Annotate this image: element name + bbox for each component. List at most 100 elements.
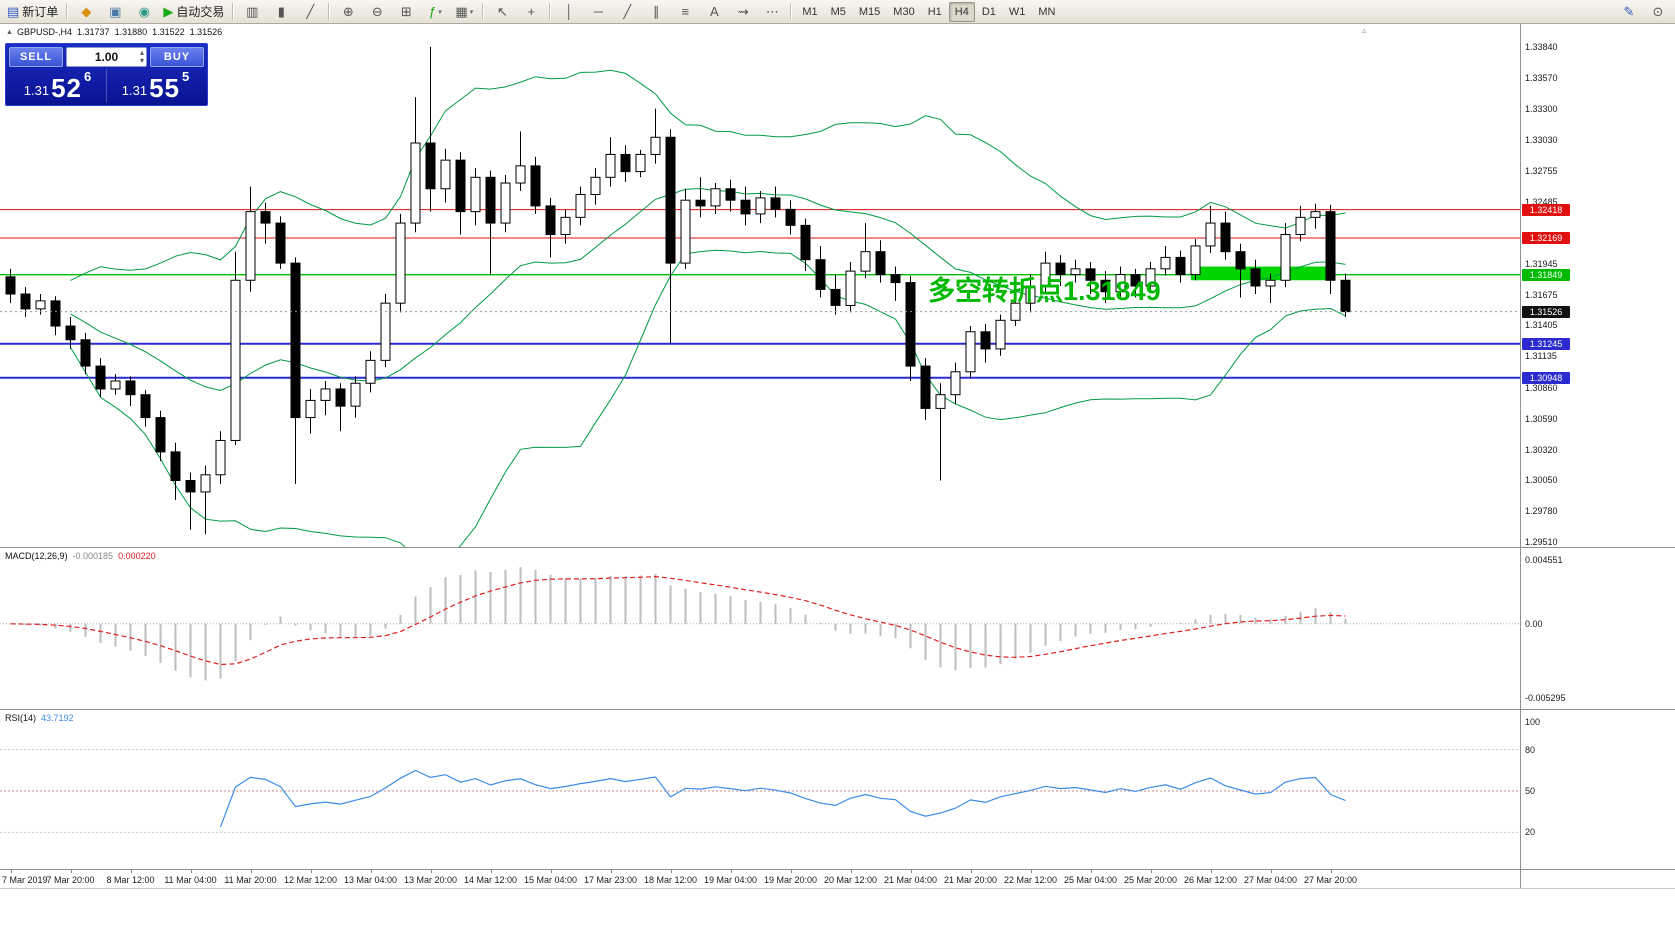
buy-button[interactable]: BUY <box>150 47 204 67</box>
arrows-tool-button[interactable]: ⇝ <box>729 1 757 23</box>
templates-button[interactable]: ▦ ▾ <box>450 1 478 23</box>
rsi-axis-label: 20 <box>1525 827 1536 838</box>
pencil-button[interactable]: ✎ <box>1615 1 1643 23</box>
price-tick-label: 1.30860 <box>1525 382 1558 393</box>
indicators-button[interactable]: ƒ ▾ <box>421 1 449 23</box>
volume-down-icon[interactable]: ▾ <box>139 56 144 65</box>
sell-button[interactable]: SELL <box>9 47 63 67</box>
cursor-button[interactable]: ↖ <box>488 1 516 23</box>
zoom-out-button[interactable]: ⊖ <box>363 1 391 23</box>
time-axis-tick <box>1270 870 1272 873</box>
auto-trading-button[interactable]: ▶ 自动交易 <box>159 1 228 23</box>
time-axis-label: 25 Mar 20:00 <box>1123 875 1178 885</box>
price-tick-label: 1.33030 <box>1525 134 1558 145</box>
time-axis-label: 26 Mar 12:00 <box>1183 875 1238 885</box>
rsi-panel-canvas[interactable] <box>0 710 1520 870</box>
buy-price[interactable]: 1.31 55 5 <box>106 69 204 103</box>
timeframe-d1-button[interactable]: D1 <box>981 5 996 18</box>
new-order-button[interactable]: ▤ 新订单 <box>3 1 62 23</box>
price-axis[interactable]: 1.33840 1.33570 1.33300 1.33030 1.32755 1.324… <box>1521 24 1675 888</box>
volume-value[interactable]: 1.00 <box>94 50 119 64</box>
price-tick-label: 1.33300 <box>1525 103 1558 114</box>
highlight-rectangle[interactable] <box>1191 266 1335 281</box>
pencil-icon: ✎ <box>1623 4 1635 19</box>
rsi-value: 43.7192 <box>41 713 74 723</box>
macd-panel-canvas[interactable] <box>0 548 1520 710</box>
timeframe-mn-button[interactable]: MN <box>1038 5 1056 18</box>
target-button[interactable]: ⊙ <box>1644 1 1672 23</box>
more-tools-button[interactable]: ⋯ <box>758 1 786 23</box>
time-axis-label: 17 Mar 23:00 <box>583 875 638 885</box>
channel-button[interactable]: ∥ <box>642 1 670 23</box>
line-chart-button[interactable]: ╱ <box>296 1 324 23</box>
trendline-button[interactable]: ╱ <box>613 1 641 23</box>
time-axis-tick <box>850 870 852 873</box>
vertical-line-button[interactable]: │ <box>555 1 583 23</box>
timeframe-m5-button[interactable]: M5 <box>830 5 846 18</box>
one-click-collapse-icon[interactable]: ▲ <box>6 29 13 36</box>
toolbar-separator <box>482 3 485 20</box>
bollinger-bands <box>70 69 1346 548</box>
macd-signal-value: 0.000220 <box>118 551 156 561</box>
time-axis-label: 21 Mar 20:00 <box>943 875 998 885</box>
zoom-in-button[interactable]: ⊕ <box>334 1 362 23</box>
time-axis-tick <box>10 870 12 873</box>
buy-price-pipette: 5 <box>182 69 190 84</box>
buy-price-prefix: 1.31 <box>121 83 148 98</box>
macd-main-value: -0.000185 <box>72 551 114 561</box>
fibonacci-button[interactable]: ≡ <box>671 1 699 23</box>
time-axis-tick <box>1330 870 1332 873</box>
price-tick-label: 1.33570 <box>1525 72 1558 83</box>
price-tick-label: 1.31405 <box>1525 320 1558 331</box>
pivot-annotation-text[interactable]: 多空转折点1.31849 <box>928 276 1161 306</box>
timeframe-w1-button[interactable]: W1 <box>1008 5 1026 18</box>
timeframe-m30-button[interactable]: M30 <box>893 5 915 18</box>
auto-trading-label: 自动交易 <box>176 5 225 19</box>
trendline-icon: ╱ <box>623 4 632 19</box>
tile-windows-button[interactable]: ⊞ <box>392 1 420 23</box>
time-axis-label: 7 Mar 2019 <box>2 875 48 885</box>
time-axis-tick <box>1090 870 1092 873</box>
panel-separator[interactable] <box>0 709 1675 710</box>
panel-separator[interactable] <box>0 547 1675 548</box>
time-axis-tick <box>490 870 492 873</box>
text-tool-button[interactable]: A <box>700 1 728 23</box>
bar-chart-button[interactable]: ▥ <box>238 1 266 23</box>
volume-up-icon[interactable]: ▴ <box>139 48 144 57</box>
rsi-indicator-label: RSI(14) 43.7192 <box>5 713 74 723</box>
data-window-button[interactable]: ▣ <box>101 1 129 23</box>
new-order-label: 新订单 <box>22 5 59 19</box>
crosshair-button[interactable]: + <box>517 1 545 23</box>
time-axis-tick <box>1030 870 1032 873</box>
time-axis-tick <box>250 870 252 873</box>
volume-field[interactable]: 1.00 ▴ ▾ <box>66 47 147 67</box>
play-icon: ▶ <box>163 4 174 19</box>
time-axis-tick <box>1150 870 1152 873</box>
chart-close-value: 1.31526 <box>189 27 223 37</box>
timeframe-m1-button[interactable]: M1 <box>802 5 818 18</box>
time-axis-tick <box>730 870 732 873</box>
time-axis-label: 19 Mar 04:00 <box>703 875 758 885</box>
main-chart-canvas[interactable] <box>0 24 1520 548</box>
time-axis-label: 15 Mar 04:00 <box>523 875 578 885</box>
chart-shift-marker[interactable]: ▵ <box>1362 25 1367 35</box>
bar-chart-icon: ▥ <box>246 4 259 19</box>
toolbar-separator <box>66 3 69 20</box>
navigator-icon: ◉ <box>138 4 150 19</box>
horizontal-line-button[interactable]: ─ <box>584 1 612 23</box>
timeframe-h1-button[interactable]: H1 <box>927 5 942 18</box>
data-window-icon: ▣ <box>109 4 122 19</box>
timeframe-m15-button[interactable]: M15 <box>858 5 881 18</box>
candlestick-chart-button[interactable]: ▮ <box>267 1 295 23</box>
charts-button[interactable]: ◆ <box>72 1 100 23</box>
time-axis[interactable]: 7 Mar 2019 7 Mar 20:00 8 Mar 12:00 11 Mar 0… <box>0 870 1675 888</box>
time-axis-tick <box>670 870 672 873</box>
timeframe-h4-button[interactable]: H4 <box>948 1 975 22</box>
time-axis-tick <box>910 870 912 873</box>
time-axis-label: 14 Mar 12:00 <box>463 875 518 885</box>
navigator-button[interactable]: ◉ <box>130 1 158 23</box>
channel-icon: ∥ <box>653 4 660 19</box>
sell-price[interactable]: 1.31 52 6 <box>9 69 106 103</box>
macd-signal-line <box>10 575 1346 666</box>
